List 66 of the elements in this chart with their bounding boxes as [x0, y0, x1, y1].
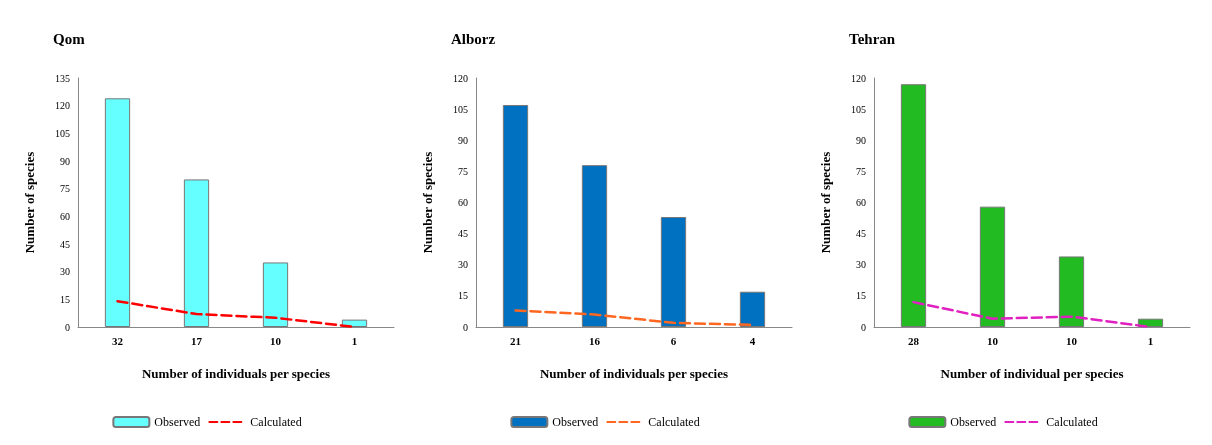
legend-label: Observed	[950, 415, 997, 429]
x-tick-label: 17	[191, 334, 203, 347]
legend-label: Observed	[552, 415, 599, 429]
y-axis-title: Number of species	[420, 151, 435, 254]
y-tick-label: 105	[851, 103, 866, 115]
y-tick-label: 30	[458, 259, 468, 271]
y-tick-label: 135	[55, 72, 70, 84]
y-tick-label: 45	[60, 238, 70, 250]
x-axis-title: Number of individuals per species	[539, 366, 729, 381]
x-tick-label: 10	[1066, 334, 1078, 347]
x-tick-label: 10	[270, 334, 282, 347]
legend-label: Calculated	[250, 415, 302, 429]
y-tick-label: 105	[453, 103, 468, 115]
x-tick-label: 1	[351, 334, 358, 347]
y-tick-label: 90	[458, 134, 468, 146]
x-tick-label: 6	[670, 334, 677, 347]
x-tick-label: 16	[589, 334, 601, 347]
y-tick-label: 75	[856, 165, 866, 177]
x-tick-label: 1	[1147, 334, 1154, 347]
bar	[900, 84, 927, 327]
y-tick-label: 60	[60, 210, 70, 222]
bar	[739, 291, 766, 327]
y-tick-label: 30	[856, 259, 866, 271]
legend-label: Observed	[154, 415, 201, 429]
x-tick-label: 32	[112, 334, 124, 347]
y-tick-label: 45	[856, 228, 866, 240]
y-tick-label: 120	[851, 72, 866, 84]
y-axis-title: Number of species	[22, 151, 37, 254]
line-series	[514, 309, 754, 327]
bar	[502, 104, 529, 327]
x-tick-label: 4	[749, 334, 756, 347]
y-tick-label: 120	[55, 100, 70, 112]
x-tick-label: 10	[987, 334, 999, 347]
y-tick-label: 15	[856, 290, 866, 302]
x-axis-title: Number of individual per species	[940, 366, 1124, 381]
chart-title: Tehran	[849, 30, 896, 47]
y-tick-label: 105	[55, 127, 70, 139]
y-tick-label: 0	[65, 321, 70, 333]
y-tick-label: 45	[458, 228, 468, 240]
bar	[1058, 256, 1085, 327]
bar	[262, 262, 289, 327]
y-tick-label: 0	[861, 321, 866, 333]
legend-label: Calculated	[648, 415, 700, 429]
bar	[979, 206, 1006, 327]
y-tick-label: 30	[60, 266, 70, 278]
y-tick-label: 90	[60, 155, 70, 167]
bar	[104, 98, 131, 327]
y-tick-label: 75	[458, 165, 468, 177]
bar	[581, 165, 608, 327]
x-axis-title: Number of individuals per species	[141, 366, 331, 381]
x-tick-label: 21	[510, 334, 521, 347]
legend-label: Calculated	[1046, 415, 1098, 429]
y-tick-label: 15	[60, 293, 70, 305]
y-tick-label: 60	[458, 197, 468, 208]
y-tick-label: 60	[856, 197, 866, 208]
y-axis-title: Number of species	[818, 151, 833, 254]
chart-title: Qom	[53, 30, 86, 47]
y-tick-label: 15	[458, 290, 468, 302]
bar	[660, 217, 687, 327]
y-tick-label: 120	[453, 72, 468, 84]
y-tick-label: 75	[60, 183, 70, 195]
chart-title: Alborz	[451, 30, 496, 47]
y-tick-label: 0	[463, 321, 468, 333]
bar	[183, 179, 210, 327]
x-tick-label: 28	[908, 334, 920, 347]
y-tick-label: 90	[856, 134, 866, 146]
